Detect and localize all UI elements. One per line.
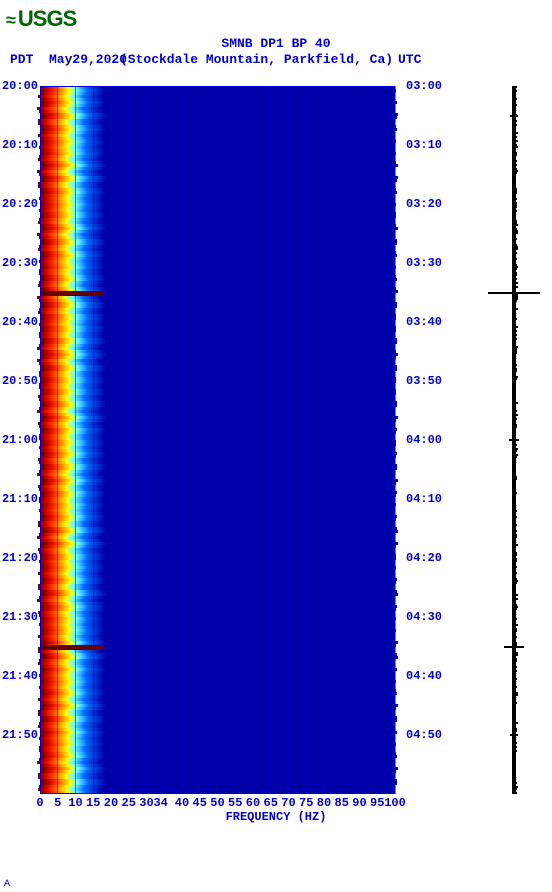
xtick: 25	[122, 796, 136, 810]
ytick-right: 04:10	[406, 492, 442, 506]
xtick: 34	[153, 796, 167, 810]
xtick: 85	[335, 796, 349, 810]
xtick: 15	[86, 796, 100, 810]
tz-right-label: UTC	[398, 52, 421, 67]
xtick: 0	[36, 796, 43, 810]
waves-icon: ≈	[6, 10, 15, 30]
xtick: 55	[228, 796, 242, 810]
ytick-left: 21:30	[2, 610, 38, 624]
y-axis-right: 03:0003:1003:2003:3003:4003:5004:0004:10…	[400, 86, 442, 794]
ytick-right: 03:40	[406, 315, 442, 329]
xtick: 65	[264, 796, 278, 810]
seismogram-trace	[488, 86, 540, 794]
xtick: 60	[246, 796, 260, 810]
y-axis-left: 20:0020:1020:2020:3020:4020:5021:0021:10…	[0, 86, 38, 794]
ytick-right: 03:00	[406, 79, 442, 93]
xtick: 50	[210, 796, 224, 810]
xtick: 30	[139, 796, 153, 810]
ytick-right: 04:50	[406, 728, 442, 742]
usgs-logo: ≈USGS	[6, 6, 76, 32]
ytick-left: 20:50	[2, 374, 38, 388]
ytick-left: 21:10	[2, 492, 38, 506]
footnote: A	[4, 879, 10, 890]
xtick: 45	[193, 796, 207, 810]
ytick-right: 03:50	[406, 374, 442, 388]
xtick: 75	[299, 796, 313, 810]
ytick-right: 04:30	[406, 610, 442, 624]
xtick: 95	[370, 796, 384, 810]
xtick: 10	[68, 796, 82, 810]
tz-left-label: PDT	[10, 52, 33, 67]
xtick: 40	[175, 796, 189, 810]
spectrogram-plot	[40, 86, 395, 794]
ytick-left: 20:20	[2, 197, 38, 211]
ytick-left: 21:00	[2, 433, 38, 447]
ytick-right: 04:20	[406, 551, 442, 565]
chart-title: SMNB DP1 BP 40	[0, 36, 552, 51]
ytick-right: 03:10	[406, 138, 442, 152]
x-axis-label: FREQUENCY (HZ)	[0, 810, 552, 824]
ytick-right: 04:40	[406, 669, 442, 683]
xtick: 70	[281, 796, 295, 810]
x-axis: 0510152025303440455055606570758085909510…	[40, 796, 395, 810]
xtick: 90	[352, 796, 366, 810]
ytick-left: 20:10	[2, 138, 38, 152]
xtick: 100	[384, 796, 406, 810]
ytick-left: 20:30	[2, 256, 38, 270]
ytick-left: 21:40	[2, 669, 38, 683]
xtick: 20	[104, 796, 118, 810]
ytick-right: 04:00	[406, 433, 442, 447]
location-label: (Stockdale Mountain, Parkfield, Ca)	[120, 52, 393, 67]
date-label: May29,2020	[49, 52, 127, 67]
ytick-right: 03:30	[406, 256, 442, 270]
xtick: 80	[317, 796, 331, 810]
ytick-left: 21:50	[2, 728, 38, 742]
ytick-left: 20:00	[2, 79, 38, 93]
ytick-left: 20:40	[2, 315, 38, 329]
ytick-left: 21:20	[2, 551, 38, 565]
ytick-right: 03:20	[406, 197, 442, 211]
xtick: 5	[54, 796, 61, 810]
